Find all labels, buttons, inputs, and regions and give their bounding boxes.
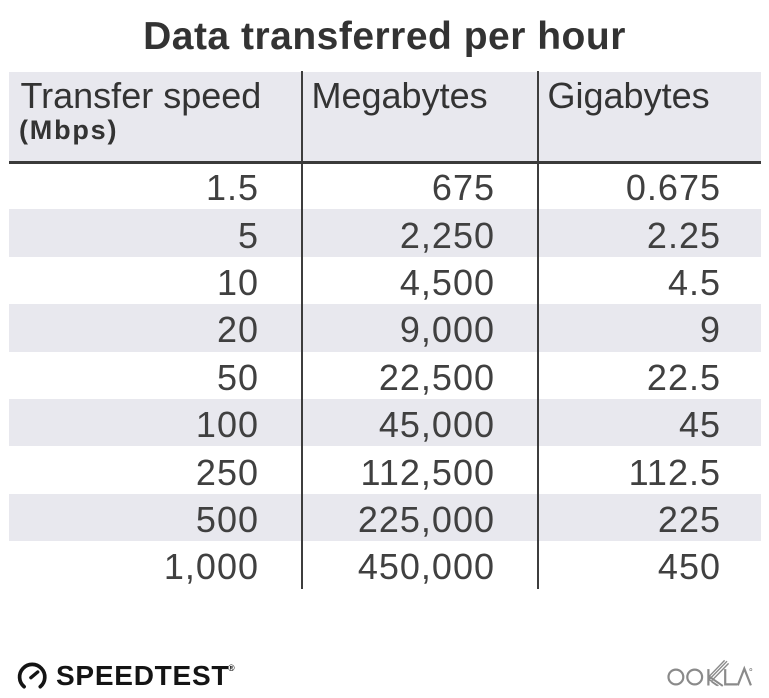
svg-text:®: ® — [228, 663, 235, 673]
svg-text:SPEEDTEST: SPEEDTEST — [56, 660, 229, 691]
